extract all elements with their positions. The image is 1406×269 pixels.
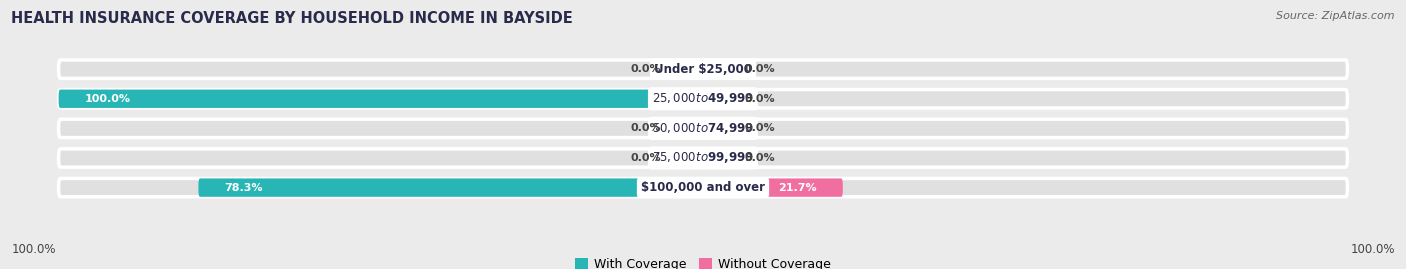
Text: 0.0%: 0.0%: [630, 64, 661, 74]
Text: 0.0%: 0.0%: [745, 94, 776, 104]
Text: $25,000 to $49,999: $25,000 to $49,999: [652, 91, 754, 106]
Text: 100.0%: 100.0%: [1350, 243, 1395, 256]
Legend: With Coverage, Without Coverage: With Coverage, Without Coverage: [571, 253, 835, 269]
Text: HEALTH INSURANCE COVERAGE BY HOUSEHOLD INCOME IN BAYSIDE: HEALTH INSURANCE COVERAGE BY HOUSEHOLD I…: [11, 11, 574, 26]
FancyBboxPatch shape: [703, 119, 735, 137]
FancyBboxPatch shape: [703, 90, 735, 108]
FancyBboxPatch shape: [671, 149, 703, 167]
Text: 78.3%: 78.3%: [224, 183, 263, 193]
FancyBboxPatch shape: [59, 178, 1347, 197]
Text: Under $25,000: Under $25,000: [654, 63, 752, 76]
FancyBboxPatch shape: [59, 119, 1347, 137]
Text: $75,000 to $99,999: $75,000 to $99,999: [652, 150, 754, 165]
FancyBboxPatch shape: [59, 60, 1347, 78]
Text: 100.0%: 100.0%: [84, 94, 131, 104]
Text: $50,000 to $74,999: $50,000 to $74,999: [652, 121, 754, 136]
FancyBboxPatch shape: [198, 178, 703, 197]
Text: 0.0%: 0.0%: [745, 153, 776, 163]
Text: 0.0%: 0.0%: [630, 153, 661, 163]
Text: Source: ZipAtlas.com: Source: ZipAtlas.com: [1277, 11, 1395, 21]
FancyBboxPatch shape: [703, 60, 735, 78]
Text: 0.0%: 0.0%: [745, 64, 776, 74]
Text: $100,000 and over: $100,000 and over: [641, 181, 765, 194]
FancyBboxPatch shape: [59, 90, 1347, 108]
Text: 0.0%: 0.0%: [630, 123, 661, 133]
FancyBboxPatch shape: [59, 90, 703, 108]
Text: 0.0%: 0.0%: [745, 123, 776, 133]
Text: 100.0%: 100.0%: [11, 243, 56, 256]
FancyBboxPatch shape: [703, 178, 842, 197]
FancyBboxPatch shape: [59, 149, 1347, 167]
FancyBboxPatch shape: [703, 149, 735, 167]
FancyBboxPatch shape: [671, 119, 703, 137]
Text: 21.7%: 21.7%: [779, 183, 817, 193]
FancyBboxPatch shape: [671, 60, 703, 78]
